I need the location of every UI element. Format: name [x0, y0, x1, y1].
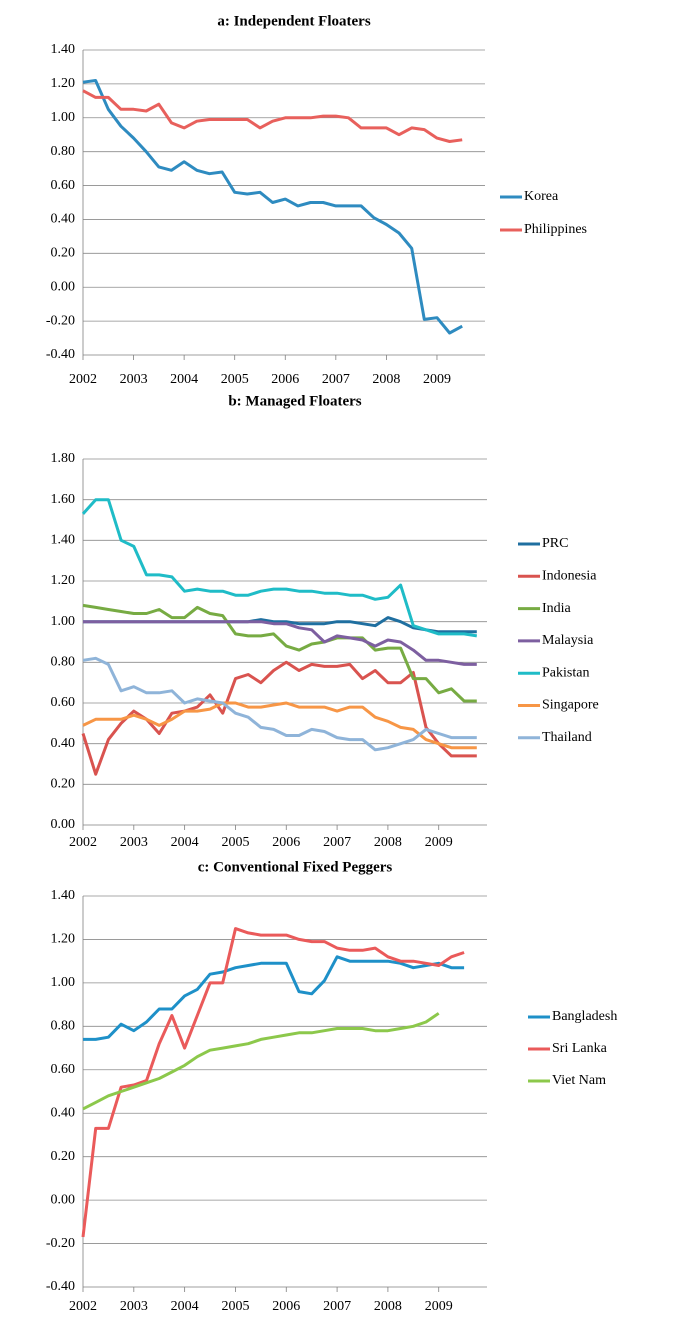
x-tick-label: 2007	[322, 372, 350, 387]
legend-label: Malaysia	[542, 633, 594, 648]
x-tick-label: 2005	[221, 835, 249, 850]
y-tick-label: 1.20	[51, 573, 76, 588]
chart-title: c: Conventional Fixed Peggers	[198, 859, 393, 875]
y-tick-label: 1.40	[51, 42, 76, 57]
legend-label: Thailand	[542, 730, 592, 745]
x-tick-label: 2003	[120, 835, 148, 850]
x-tick-label: 2008	[372, 372, 400, 387]
x-tick-label: 2009	[425, 835, 453, 850]
y-tick-label: 0.80	[51, 655, 76, 670]
y-tick-label: -0.20	[46, 1236, 75, 1251]
x-tick-label: 2002	[69, 835, 97, 850]
x-tick-label: 2007	[323, 1299, 351, 1314]
y-tick-label: 1.20	[51, 76, 76, 91]
x-tick-label: 2006	[272, 1299, 300, 1314]
x-tick-label: 2008	[374, 1299, 402, 1314]
y-tick-label: 1.00	[51, 110, 76, 125]
y-tick-label: 1.00	[51, 614, 76, 629]
legend-label: India	[542, 601, 572, 616]
y-tick-label: 0.00	[51, 817, 76, 832]
y-tick-label: 0.80	[51, 144, 76, 159]
y-tick-label: 0.20	[51, 1149, 76, 1164]
series-line	[83, 955, 465, 1041]
legend-label: Viet Nam	[552, 1073, 606, 1088]
series-line	[82, 89, 463, 143]
chart-title: a: Independent Floaters	[217, 13, 370, 29]
series-line	[82, 603, 477, 703]
chart-title: b: Managed Floaters	[228, 393, 361, 409]
legend-label: PRC	[542, 536, 568, 551]
y-tick-label: 0.60	[51, 178, 76, 193]
y-tick-label: 1.80	[51, 451, 76, 466]
y-tick-label: 0.60	[51, 695, 76, 710]
y-tick-label: 0.40	[51, 212, 76, 227]
x-tick-label: 2003	[120, 1299, 148, 1314]
y-tick-label: -0.40	[46, 347, 75, 362]
x-tick-label: 2005	[221, 1299, 249, 1314]
x-tick-label: 2004	[170, 372, 198, 387]
y-tick-label: 0.00	[51, 1192, 76, 1207]
y-tick-label: -0.40	[46, 1279, 75, 1294]
legend-label: Bangladesh	[552, 1009, 617, 1024]
y-tick-label: 1.40	[51, 533, 76, 548]
y-tick-label: 0.00	[51, 279, 76, 294]
y-tick-label: 1.20	[51, 932, 76, 947]
y-tick-label: 0.40	[51, 1105, 76, 1120]
x-tick-label: 2002	[69, 1299, 97, 1314]
x-tick-label: 2005	[221, 372, 249, 387]
legend-label: Singapore	[542, 698, 599, 713]
x-tick-label: 2004	[171, 835, 199, 850]
x-tick-label: 2004	[171, 1299, 199, 1314]
x-tick-label: 2009	[423, 372, 451, 387]
series-line	[83, 620, 477, 666]
y-tick-label: 1.00	[51, 975, 76, 990]
x-tick-label: 2009	[425, 1299, 453, 1314]
legend-label: Korea	[524, 189, 559, 204]
legend-label: Sri Lanka	[552, 1041, 608, 1056]
y-tick-label: 0.60	[51, 1062, 76, 1077]
series-line	[82, 79, 463, 335]
series-line	[82, 1012, 440, 1111]
series-line	[82, 701, 477, 750]
x-tick-label: 2006	[271, 372, 299, 387]
y-tick-label: 1.40	[51, 888, 76, 903]
legend-label: Indonesia	[542, 569, 597, 584]
x-tick-label: 2007	[323, 835, 351, 850]
y-tick-label: 0.20	[51, 246, 76, 261]
y-tick-label: 0.80	[51, 1019, 76, 1034]
x-tick-label: 2006	[272, 835, 300, 850]
x-tick-label: 2008	[374, 835, 402, 850]
series-line	[81, 498, 478, 638]
x-tick-label: 2003	[120, 372, 148, 387]
y-tick-label: 0.40	[51, 736, 76, 751]
x-tick-label: 2002	[69, 372, 97, 387]
series-line	[81, 927, 465, 1238]
y-tick-label: 0.20	[51, 777, 76, 792]
series-line	[82, 656, 477, 752]
y-tick-label: 1.60	[51, 492, 76, 507]
legend-label: Philippines	[524, 222, 587, 237]
y-tick-label: -0.20	[46, 313, 75, 328]
legend-label: Pakistan	[542, 665, 589, 680]
